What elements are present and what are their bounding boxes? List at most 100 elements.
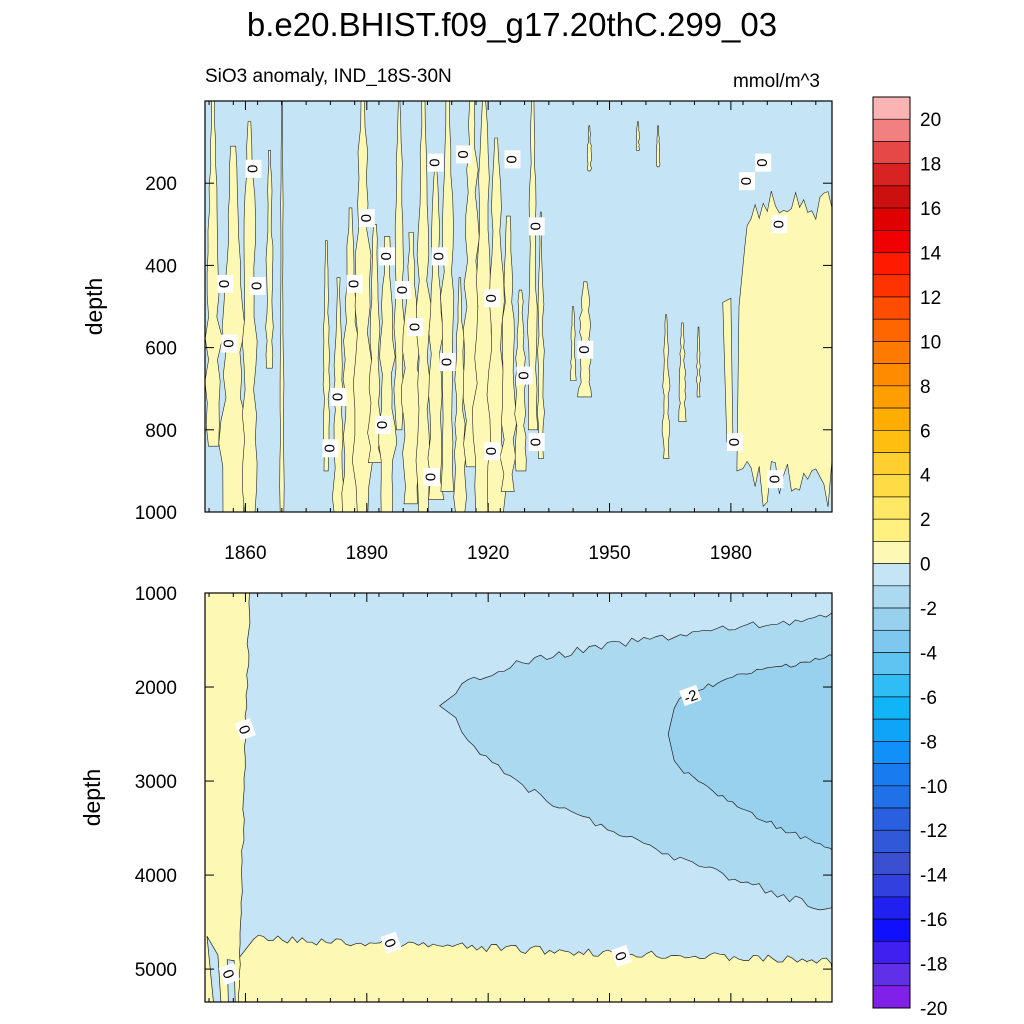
contour-label: -2 [679, 684, 702, 707]
y-tick-label: 3000 [135, 772, 177, 793]
x-tick-label: 1980 [710, 543, 752, 564]
contour-label-bg [484, 442, 501, 461]
colorbar-swatch [872, 118, 911, 142]
positive-region [241, 121, 258, 512]
colorbar-label: -6 [920, 688, 937, 709]
contour-label-bg [249, 276, 266, 295]
colorbar-swatch [872, 363, 911, 387]
figure-title: b.e20.BHIST.f09_g17.20thC.299_03 [247, 6, 777, 43]
contour-label-text: 0 [377, 252, 394, 260]
colorbar-label: -2 [920, 599, 937, 620]
contour-label-bg [726, 433, 743, 452]
contour-label-bg [528, 217, 545, 236]
contour-label-bg [218, 962, 240, 985]
contour-label-text: 0 [737, 177, 754, 185]
colorbar-swatch [872, 563, 911, 587]
negative-region-2 [667, 654, 832, 850]
colorbar-label: 12 [920, 288, 941, 309]
colorbar-swatch [872, 496, 911, 520]
contour-label: 0 [611, 944, 633, 968]
colorbar-label: -20 [920, 999, 947, 1020]
contour-label-text: 0 [426, 158, 443, 166]
y-tick-label: 5000 [135, 960, 177, 981]
upper-ylabel: depth [81, 278, 107, 336]
contour-label-text: 0 [502, 155, 519, 163]
colorbar-label: 16 [920, 199, 941, 220]
contour-label-text: 0 [328, 393, 345, 401]
contour-label-text: 0 [454, 150, 471, 158]
colorbar-swatch [872, 718, 911, 742]
lower-axes: 1000 2000 3000 4000 5000 [135, 584, 832, 1002]
positive-region [499, 215, 518, 492]
subtitle-right: mmol/m^3 [733, 71, 820, 92]
contour-label-bg [771, 215, 788, 234]
contour-label-bg [358, 209, 375, 228]
lower-ylabel: depth [79, 769, 105, 827]
colorbar-swatch [872, 274, 911, 298]
y-tick-label: 200 [145, 174, 177, 195]
colorbar-swatch [872, 474, 911, 498]
colorbar-label: 4 [920, 466, 931, 487]
colorbar-swatch [872, 696, 911, 720]
positive-region-bottom [205, 934, 832, 1002]
positive-region [661, 314, 671, 459]
y-tick-label: 1000 [135, 503, 177, 524]
colorbar-label: -16 [920, 910, 947, 931]
colorbar-swatch [872, 318, 911, 342]
contour-label-bg [679, 684, 702, 707]
contour-label-text: 0 [244, 165, 261, 173]
contour-label-bg [423, 468, 440, 487]
contour-label-text: 0 [422, 473, 439, 481]
colorbar-swatch [872, 963, 911, 987]
contour-label-text: 0 [753, 158, 770, 166]
colorbar-swatch [872, 407, 911, 431]
contour-label-bg [395, 281, 412, 300]
colorbar-label: -12 [920, 821, 947, 842]
colorbar-swatch [872, 607, 911, 631]
colorbar-swatch [872, 385, 911, 409]
colorbar-swatch [872, 629, 911, 653]
contour-label: 0 [753, 153, 772, 172]
contour-label: 0 [430, 247, 448, 266]
contour-label-text: 0 [769, 220, 786, 228]
positive-region [486, 137, 507, 512]
positive-region [440, 101, 455, 492]
contour-label: 0 [482, 442, 501, 461]
colorbar-swatch [872, 785, 911, 809]
positive-region [736, 191, 832, 507]
contour-label-text: 0 [482, 294, 499, 302]
contour-label-text: 0 [438, 358, 455, 366]
contour-label-bg [755, 153, 772, 172]
colorbar-swatch [872, 207, 911, 231]
contour-label-text: 0 [575, 345, 592, 353]
contour-label-bg [504, 150, 521, 169]
positive-region [378, 236, 398, 512]
contour-label: 0 [769, 215, 788, 234]
lower-frame [204, 592, 833, 1003]
contour-label-bg [739, 172, 756, 191]
contour-label-text: 0 [373, 421, 390, 429]
contour-label-bg [611, 944, 633, 968]
positive-region [393, 101, 406, 431]
positive-region [586, 125, 593, 172]
colorbar: 20181614121086420-2-4-6-8-10-12-14-16-18… [872, 96, 948, 1020]
colorbar-swatch [872, 429, 911, 453]
contour-label-text: 0 [357, 214, 374, 222]
contour-label: 0 [248, 276, 266, 295]
contour-label: 0 [328, 387, 347, 406]
colorbar-label: -4 [920, 643, 937, 664]
colorbar-frame [872, 96, 911, 1009]
upper-field [205, 101, 832, 512]
upper-frame [204, 100, 833, 513]
contour-label-bg [330, 387, 347, 406]
colorbar-swatch [872, 674, 911, 698]
contour-label-text: 0 [482, 447, 499, 455]
contour-label-text: 0 [527, 222, 544, 230]
y-tick-label: 400 [145, 256, 177, 277]
colorbar-swatch [872, 918, 911, 942]
contour-label-bg [516, 366, 533, 385]
upper-panel: 1860 1890 1920 1950 1980 200 400 600 800 1000 dept… [81, 100, 833, 564]
contour-label-bg [245, 159, 262, 178]
colorbar-swatch [872, 163, 911, 187]
contour-label: 0 [515, 366, 533, 385]
